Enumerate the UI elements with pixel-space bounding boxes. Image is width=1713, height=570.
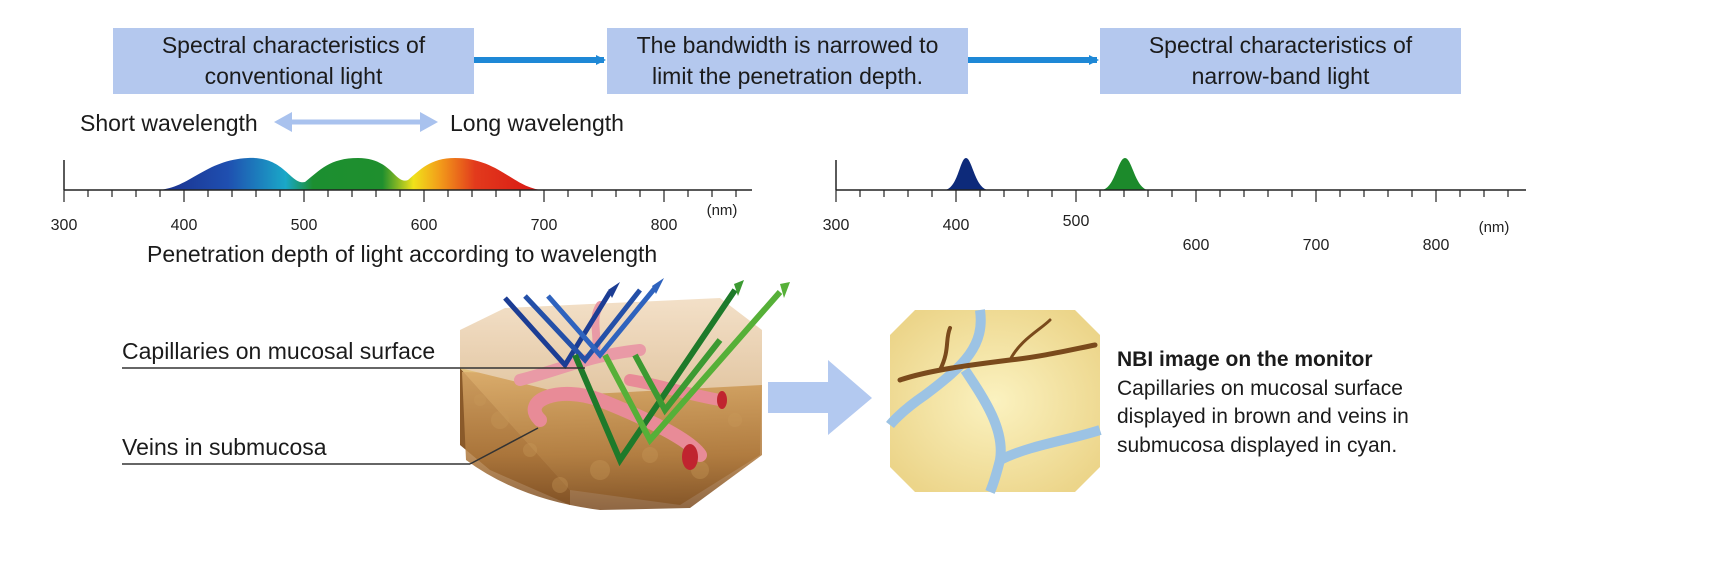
tick-label-300: 300 [51, 217, 78, 234]
conventional-spectrum [158, 157, 545, 190]
flow-box-narrowed-line1: The bandwidth is narrowed to [636, 31, 939, 58]
veins-callout-label: Veins in submucosa [122, 434, 327, 460]
tick-label-400: 400 [943, 217, 970, 234]
narrowband-spectrum [945, 158, 1148, 190]
tick-label-600: 600 [1183, 237, 1210, 254]
flow-box-narrowband: Spectral characteristics of narrow-band l… [1100, 28, 1461, 94]
capillaries-callout-label: Capillaries on mucosal surface [122, 338, 436, 364]
flow-box-narrowed-line2: limit the penetration depth. [651, 63, 924, 89]
tick-label-800: 800 [651, 217, 678, 234]
flow-box-conventional: Spectral characteristics of conventional … [113, 28, 474, 94]
flow-box-conventional-line2: conventional light [204, 63, 383, 89]
tick-label-700: 700 [531, 217, 558, 234]
tick-label-500: 500 [291, 217, 318, 234]
nbi-desc-line1: Capillaries on mucosal surface [1117, 376, 1403, 400]
axis-unit-label: (nm) [707, 202, 738, 219]
conventional-spectrum-curve [158, 157, 545, 190]
flow-box-narrowed: The bandwidth is narrowed to limit the pe… [607, 28, 968, 94]
flow-box-conventional-line1: Spectral characteristics of [161, 31, 426, 58]
tissue-block-illustration [460, 278, 790, 510]
nbi-monitor-image [886, 309, 1102, 494]
nbi-desc-line3: submucosa displayed in cyan. [1117, 433, 1398, 457]
tick-label-400: 400 [171, 217, 198, 234]
penetration-depth-title: Penetration depth of light according to … [147, 241, 658, 267]
short-wavelength-label: Short wavelength [80, 110, 258, 136]
nbi-title: NBI image on the monitor [1117, 348, 1373, 371]
tick-label-300: 300 [823, 217, 850, 234]
narrowband-axis: 300 400 500 600 700 800 (nm) [823, 160, 1526, 254]
tick-label-800: 800 [1423, 237, 1450, 254]
conventional-axis: 300 400 500 600 700 800 (nm) [51, 160, 752, 234]
nbi-caption: NBI image on the monitor Capillaries on … [1117, 346, 1409, 460]
narrowband-peak-blue [945, 158, 988, 190]
narrowband-peak-green [1102, 158, 1148, 190]
wavelength-double-arrow [274, 112, 438, 132]
tick-label-600: 600 [411, 217, 438, 234]
long-wavelength-label: Long wavelength [450, 110, 624, 136]
tick-label-500: 500 [1063, 213, 1090, 230]
flow-box-narrowband-line1: Spectral characteristics of [1148, 31, 1413, 58]
tick-label-700: 700 [1303, 237, 1330, 254]
result-arrow [768, 360, 872, 435]
flow-box-narrowband-line2: narrow-band light [1191, 63, 1370, 89]
veins-callout-diagonal [469, 427, 539, 465]
axis-unit-label: (nm) [1479, 219, 1510, 236]
nbi-desc-line2: displayed in brown and veins in [1117, 405, 1409, 429]
